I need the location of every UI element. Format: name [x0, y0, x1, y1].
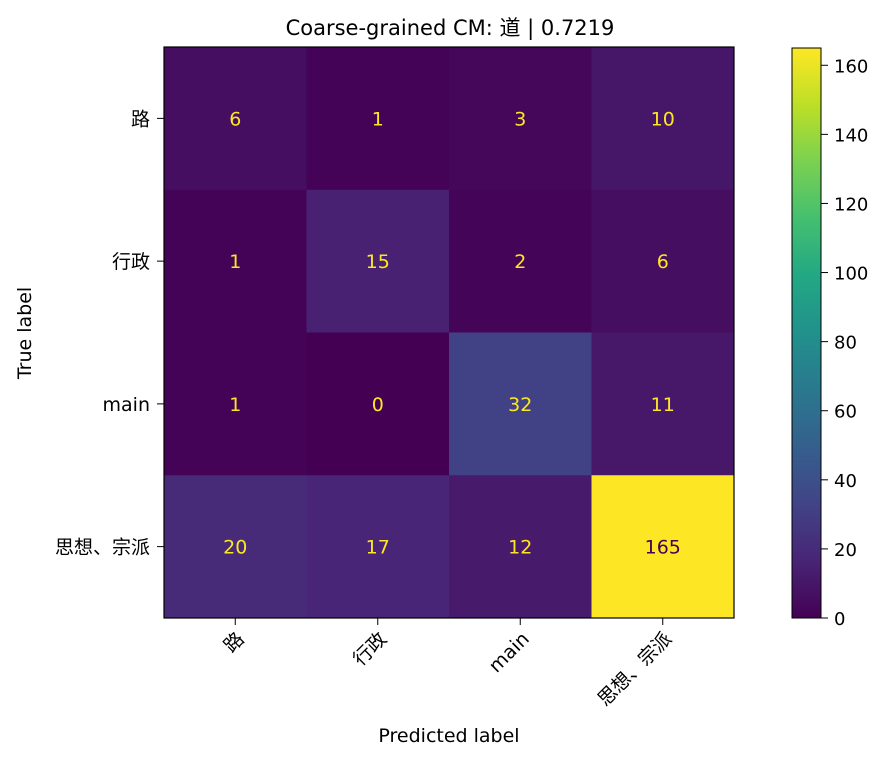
- x-axis-ticks: 路 行政 main 思想、宗派: [220, 618, 677, 711]
- heatmap-cell: [591, 332, 735, 476]
- chart-title: Coarse-grained CM: 道 | 0.7219: [286, 16, 615, 41]
- y-tick-label: main: [103, 394, 150, 416]
- colorbar-tick-label: 160: [834, 56, 868, 77]
- colorbar-tick-label: 40: [834, 471, 857, 492]
- cell-value-label: 20: [223, 537, 247, 559]
- colorbar-tick-label: 120: [834, 194, 868, 215]
- cell-value-label: 32: [508, 394, 532, 416]
- heatmap-cell: [164, 189, 307, 333]
- cell-value-label: 0: [372, 394, 384, 416]
- cell-value-label: 12: [508, 537, 532, 559]
- heatmap-cell: [591, 475, 735, 619]
- heatmap-cells: [164, 47, 735, 619]
- colorbar-tick-label: 80: [834, 333, 857, 354]
- y-tick-label: 思想、宗派: [55, 537, 150, 559]
- cell-value-label: 1: [229, 251, 241, 273]
- x-tick-label: 行政: [349, 628, 391, 670]
- colorbar: [791, 47, 822, 619]
- x-tick-label: 路: [220, 628, 249, 657]
- y-tick-label: 行政: [112, 251, 150, 273]
- heatmap-cell: [306, 475, 450, 619]
- heatmap-cell: [449, 189, 592, 333]
- heatmap-cell: [306, 189, 450, 333]
- x-tick-label: 思想、宗派: [594, 628, 677, 711]
- heatmap-cell: [449, 332, 592, 476]
- cell-value-label: 1: [372, 108, 384, 130]
- heatmap-cell: [449, 475, 592, 619]
- cell-value-label: 1: [229, 394, 241, 416]
- colorbar-tick-label: 60: [834, 402, 857, 423]
- cell-value-label: 2: [514, 251, 526, 273]
- heatmap-cell: [591, 189, 735, 333]
- heatmap-cell: [306, 332, 450, 476]
- y-axis-label: True label: [14, 287, 36, 380]
- colorbar-tick-label: 0: [834, 609, 845, 630]
- cell-value-label: 17: [366, 537, 390, 559]
- cell-value-label: 6: [657, 251, 669, 273]
- heatmap-cell: [164, 475, 307, 619]
- y-tick-label: 路: [131, 108, 150, 130]
- heatmap-cell: [164, 47, 307, 191]
- heatmap-cell: [306, 47, 450, 191]
- heatmap-cell: [591, 47, 735, 191]
- cell-value-label: 10: [651, 108, 675, 130]
- heatmap-cell: [164, 332, 307, 476]
- cell-value-label: 165: [645, 537, 681, 559]
- colorbar-ticks: 0 20 40 60 80 100 120 140 160: [821, 56, 868, 630]
- cell-value-label: 6: [229, 108, 241, 130]
- x-axis-label: Predicted label: [378, 725, 519, 747]
- colorbar-tick-label: 140: [834, 125, 868, 146]
- cell-value-label: 3: [514, 108, 526, 130]
- x-tick-label: main: [485, 628, 534, 677]
- cell-value-label: 15: [366, 251, 390, 273]
- cell-value-label: 11: [651, 394, 675, 416]
- y-axis-ticks: 路行政 main 思想、宗派: [55, 108, 164, 559]
- heatmap-cell: [449, 47, 592, 191]
- colorbar-tick-label: 20: [834, 540, 857, 561]
- colorbar-tick-label: 100: [834, 264, 868, 285]
- plot-frame: [163, 46, 735, 619]
